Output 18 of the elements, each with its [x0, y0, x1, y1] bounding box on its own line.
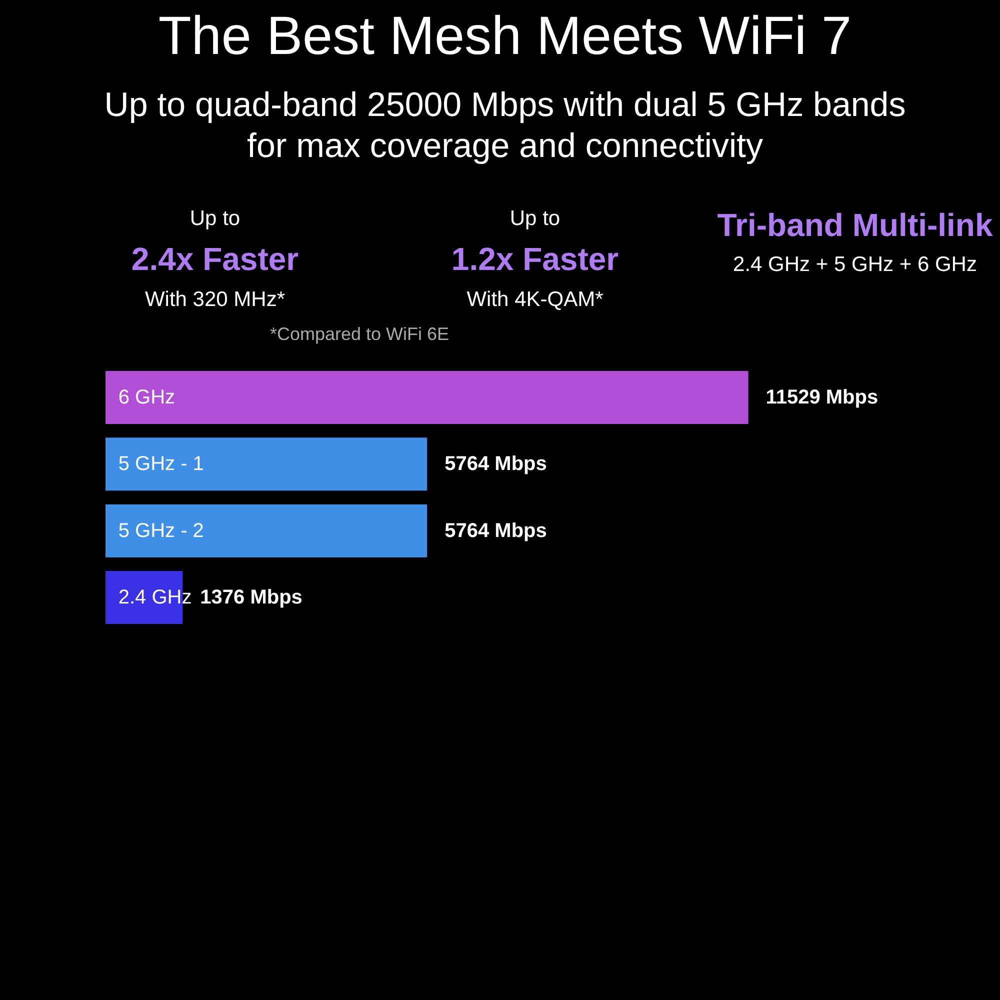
data-label: 5764 Mbps [444, 520, 547, 542]
text: Up to [190, 206, 240, 231]
y-tick-label: 6 GHz [118, 386, 176, 409]
text: With 320 MHz* [144, 288, 286, 312]
chart-title: The Best Mesh Meets WiFi 7 [158, 5, 852, 68]
data-label: 11529 Mbps [766, 386, 878, 409]
text: 2.4 GHz + 5 GHz + 6 GHz [733, 253, 977, 278]
text: 1.2x Faster [451, 240, 619, 278]
text: *Compared to WiFi 6E [270, 322, 450, 346]
text: Up to [510, 206, 560, 231]
text: 2.4x Faster [131, 240, 299, 278]
data-label: 1376 Mbps [200, 586, 302, 609]
y-tick-label: 5 GHz - 1 [118, 454, 204, 476]
data-label: 5764 Mbps [444, 454, 547, 476]
text: With 4K-QAM* [466, 288, 604, 312]
text: Tri-band Multi-link [717, 206, 993, 244]
chart-subtitle: Up to quad-band 25000 Mbps with dual 5 GHz bands for max coverage and connectivity [103, 85, 907, 167]
y-tick-label: 5 GHz - 2 [118, 520, 204, 542]
